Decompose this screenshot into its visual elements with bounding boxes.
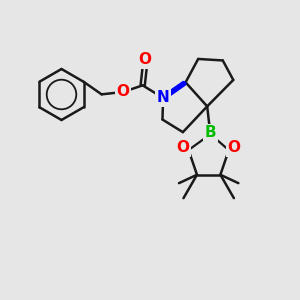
Text: O: O xyxy=(117,85,130,100)
Text: O: O xyxy=(228,140,241,155)
Text: O: O xyxy=(139,52,152,68)
Text: N: N xyxy=(157,91,169,106)
Text: O: O xyxy=(177,140,190,155)
Text: B: B xyxy=(204,125,216,140)
